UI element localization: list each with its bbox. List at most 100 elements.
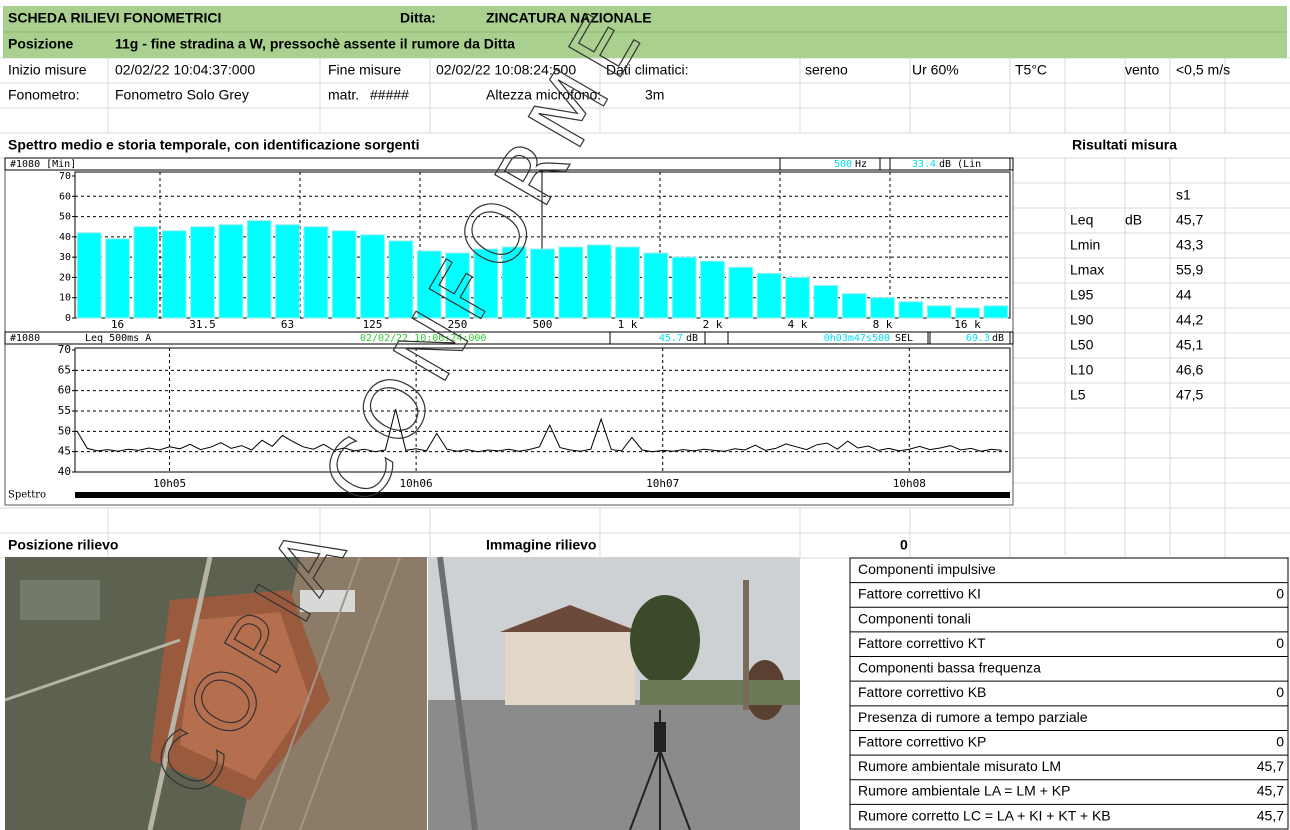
- humidity: Ur 60%: [912, 62, 959, 78]
- y-tick-label: 40: [58, 465, 71, 478]
- wind-label: vento: [1125, 62, 1159, 78]
- results-title: Risultati misura: [1072, 137, 1177, 153]
- readout-box: [929, 331, 1011, 345]
- x-tick-label: 1 k: [618, 318, 638, 331]
- correction-value: 0: [1276, 733, 1284, 749]
- chart-title: #1080: [10, 333, 40, 344]
- mic-height: 3m: [645, 87, 664, 103]
- cursor-time: 02/02/22 10:06:24:000: [360, 333, 486, 344]
- y-tick-label: 65: [58, 363, 71, 376]
- x-tick-label: 16: [111, 318, 124, 331]
- climate-label: Dati climatici:: [606, 62, 688, 78]
- bar: [785, 276, 810, 319]
- sel: 69.3: [966, 333, 990, 344]
- bar: [303, 226, 329, 319]
- result-label: Lmin: [1070, 237, 1100, 253]
- mic-height-label: Altezza microfono:: [486, 87, 601, 103]
- measure: Leq 500ms A: [85, 333, 151, 344]
- correction-label: Fattore correttivo KB: [858, 684, 986, 700]
- plot-area: [74, 347, 1011, 473]
- bar: [955, 307, 980, 319]
- bar: [813, 285, 839, 319]
- bar: [501, 246, 527, 319]
- y-tick-label: 45: [58, 445, 71, 458]
- bar: [558, 246, 584, 319]
- bar: [700, 260, 725, 319]
- result-value: 55,9: [1176, 262, 1203, 278]
- correction-label: Componenti bassa frequenza: [858, 660, 1041, 676]
- meter-label: Fonometro:: [8, 87, 80, 103]
- correction-value: 45,7: [1257, 758, 1284, 774]
- x-tick-label: 10h08: [893, 477, 926, 490]
- bar: [161, 230, 187, 319]
- result-value: 44,2: [1176, 312, 1203, 328]
- x-tick-label: 10h07: [646, 477, 679, 490]
- meter: Fonometro Solo Grey: [115, 87, 249, 103]
- aerial-map: [4, 556, 427, 830]
- temperature: T5°C: [1015, 62, 1047, 78]
- serial: #####: [370, 87, 409, 103]
- sky: sereno: [805, 62, 848, 78]
- cursor-frequency: 500: [834, 159, 852, 170]
- result-value: 44: [1176, 287, 1192, 303]
- bar: [246, 220, 272, 319]
- bar: [388, 240, 414, 319]
- bar: [926, 305, 952, 319]
- correction-value: 0: [1276, 586, 1284, 602]
- x-tick-label: 125: [363, 318, 383, 331]
- result-label: L95: [1070, 287, 1094, 303]
- results-column: s1: [1176, 187, 1191, 203]
- result-value: 45,1: [1176, 337, 1203, 353]
- chart-title: #1080 [Min]: [10, 159, 76, 170]
- bar: [530, 248, 555, 319]
- result-value: 43,3: [1176, 237, 1203, 253]
- result-label: L50: [1070, 337, 1094, 353]
- correction-label: Rumore ambientale LA = LM + KP: [858, 783, 1070, 799]
- bar: [105, 238, 130, 319]
- leq: 45.7: [659, 333, 683, 344]
- bar: [615, 246, 640, 319]
- result-label: L5: [1070, 387, 1086, 403]
- result-label: Leq: [1070, 212, 1093, 228]
- y-tick-label: 20: [59, 272, 71, 283]
- x-tick-label: 63: [281, 318, 294, 331]
- serial-label: matr.: [328, 87, 359, 103]
- y-tick-label: 60: [58, 384, 71, 397]
- x-tick-label: 16 k: [954, 318, 981, 331]
- bar: [586, 244, 612, 319]
- bar: [473, 248, 499, 319]
- frequency-unit: Hz: [855, 159, 867, 170]
- correction-label: Rumore corretto LC = LA + KI + KT + KB: [858, 807, 1111, 823]
- correction-label: Fattore correttivo KT: [858, 635, 986, 651]
- correction-label: Fattore correttivo KI: [858, 586, 981, 602]
- y-tick-label: 40: [59, 232, 71, 243]
- wind: <0,5 m/s: [1176, 62, 1230, 78]
- result-label: L10: [1070, 362, 1094, 378]
- start-label: Inizio misure: [8, 62, 87, 78]
- result-label: Lmax: [1070, 262, 1104, 278]
- bar: [416, 250, 442, 319]
- x-tick-label: 8 k: [873, 318, 893, 331]
- correction-value: 45,7: [1257, 807, 1284, 823]
- x-tick-label: 10h05: [153, 477, 186, 490]
- x-tick-label: 250: [448, 318, 468, 331]
- bar: [190, 226, 215, 319]
- chart-header: [4, 331, 1014, 345]
- readout-box: [889, 157, 1011, 171]
- readout-box: [609, 331, 706, 345]
- bar: [275, 224, 300, 319]
- position-label: Posizione: [8, 36, 74, 52]
- level-unit: dB (Lin: [939, 159, 981, 170]
- cursor-level: 33.4: [912, 159, 936, 170]
- result-value: 45,7: [1176, 212, 1203, 228]
- x-tick-label: 10h06: [400, 477, 433, 490]
- bar: [360, 234, 385, 319]
- sel-label: SEL: [895, 333, 913, 344]
- readout-box: [779, 157, 881, 171]
- x-tick-label: 2 k: [703, 318, 723, 331]
- end: 02/02/22 10:08:24:500: [436, 62, 576, 78]
- y-tick-label: 0: [65, 313, 71, 324]
- sheet-title: SCHEDA RILIEVI FONOMETRICI: [8, 10, 221, 26]
